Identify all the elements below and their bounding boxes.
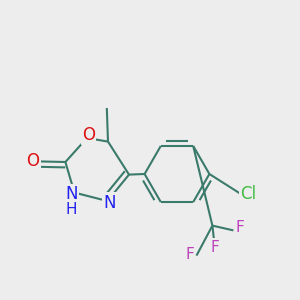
Text: H: H [66,202,77,217]
Text: Cl: Cl [240,185,256,203]
Text: F: F [185,247,194,262]
Text: F: F [236,220,244,235]
Text: N: N [103,194,116,211]
Text: O: O [82,126,95,144]
Text: N: N [65,185,78,203]
Text: O: O [26,152,40,170]
Text: F: F [210,240,219,255]
